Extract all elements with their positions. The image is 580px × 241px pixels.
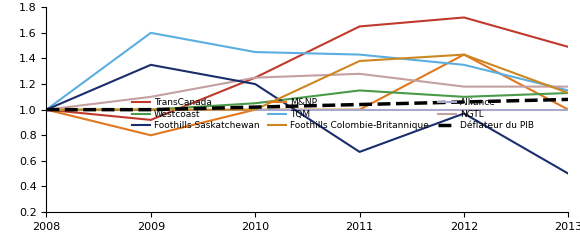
Legend: TransCanada, Westcoast, Foothills Saskatchewan, M&NP, TQM, Foothills Colombie-Br: TransCanada, Westcoast, Foothills Saskat…: [132, 98, 534, 130]
